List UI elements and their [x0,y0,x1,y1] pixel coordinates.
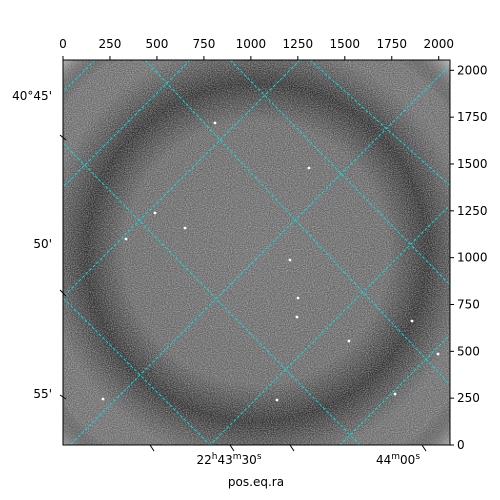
star-source [436,352,440,356]
grid-line [209,204,450,445]
star-source [295,315,299,319]
star-source [393,392,397,396]
ra-tick-label-2: 44m00s [376,452,420,467]
star-source [183,226,187,230]
grid-line [63,60,191,188]
star-source [275,398,279,402]
dec-tick-label-2: 50' [33,237,52,251]
top-tick-label: 1000 [236,37,267,51]
grid-line [63,60,301,298]
right-tick-label: 1000 [457,251,488,265]
star-source [153,211,157,215]
right-tick-label: 0 [457,438,465,452]
ra-axis: 22h43m30s 44m00s pos.eq.ra [149,444,427,489]
grid-line [63,60,96,93]
star-source [410,319,414,323]
grid-line [63,297,211,445]
right-tick-label: 750 [457,297,480,311]
star-sources [101,121,440,402]
x-axis-label: pos.eq.ra [228,475,284,489]
right-tick-label: 2000 [457,63,488,77]
plot-frame [62,59,451,446]
right-tick-label: 250 [457,391,480,405]
top-tick-label: 2000 [423,37,454,51]
right-tick-label: 500 [457,344,480,358]
top-tick-label: 1250 [283,37,314,51]
right-tick-label: 1750 [457,110,488,124]
top-tick-label: 1750 [376,37,407,51]
grid-line [144,60,450,386]
grid-line [309,60,450,187]
top-tick-label: 0 [59,37,67,51]
right-tick-label: 1250 [457,204,488,218]
top-pixel-axis: 0 250 500 750 1000 1250 1500 1750 2000 [59,37,454,60]
star-source [296,296,300,300]
top-tick-label: 750 [192,37,215,51]
grid-line [339,334,450,445]
star-source [288,258,292,262]
top-tick-label: 500 [145,37,168,51]
right-pixel-axis: 0 250 500 750 1000 1250 1500 1750 2000 [450,63,488,452]
grid-line [63,142,361,445]
star-source [307,166,311,170]
grid-line [69,64,450,445]
ra-tick-label-1: 22h43m30s [196,452,261,467]
grid-line [229,60,450,286]
dec-tick-label-1: 40°45' [12,89,52,103]
coordinate-grid [63,60,450,445]
dec-axis: 40°45' 50' 55' [12,89,67,401]
top-tick-label: 1500 [330,37,361,51]
star-source [213,121,217,125]
star-source [347,339,351,343]
star-source [124,237,128,241]
star-source [101,397,105,401]
right-tick-label: 1500 [457,157,488,171]
dec-tick-label-3: 55' [33,387,52,401]
top-tick-label: 250 [99,37,122,51]
sky-image [63,60,450,445]
